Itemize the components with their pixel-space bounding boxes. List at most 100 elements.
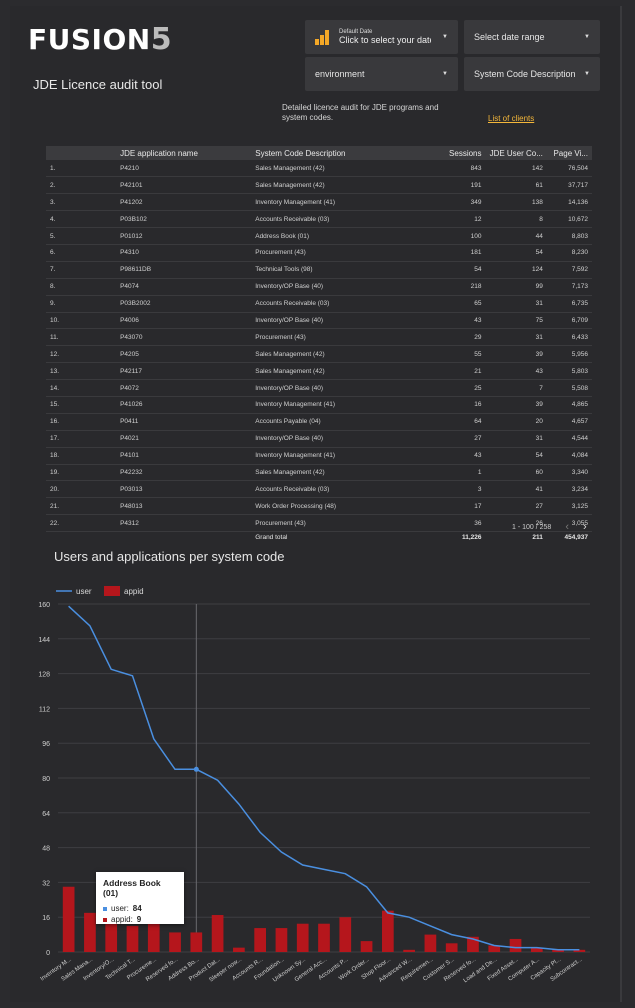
cell-sessions: 218 <box>411 278 486 296</box>
col-sessions[interactable]: Sessions <box>411 146 486 160</box>
table-row[interactable]: 20. P03013 Accounts Receivable (03) 3 41 3,23… <box>46 480 592 499</box>
legend-appid-swatch <box>104 586 120 596</box>
cell-row-index: 2. <box>46 176 117 195</box>
cell-page-views: 37,717 <box>546 176 592 195</box>
date-range-control[interactable]: Select date range ▼ <box>464 20 600 54</box>
table-row[interactable]: 11. P43070 Procurement (43) 29 31 6,433 <box>46 328 592 347</box>
cell-row-index: 16. <box>46 413 117 431</box>
environment-filter[interactable]: environment ▼ <box>305 57 458 91</box>
cell-user-count: 31 <box>485 328 547 347</box>
cell-system-code: Inventory Management (41) <box>251 396 412 414</box>
table-row[interactable]: 16. P0411 Accounts Payable (04) 64 20 4,657 <box>46 413 592 431</box>
col-index[interactable] <box>46 146 117 160</box>
system-code-filter[interactable]: System Code Description ▼ <box>464 57 600 91</box>
cell-app-name: P01012 <box>116 227 252 245</box>
y-tick-label: 32 <box>42 880 50 887</box>
cell-row-index: 9. <box>46 295 117 313</box>
cell-user-count: 27 <box>485 497 547 516</box>
total-users: 211 <box>532 534 543 542</box>
cell-app-name: P4101 <box>116 447 252 465</box>
cell-row-index: 5. <box>46 227 117 245</box>
y-tick-label: 112 <box>39 706 50 713</box>
cell-user-count: 142 <box>485 160 547 178</box>
table-row[interactable]: 7. P98611DB Technical Tools (98) 54 124 7,592 <box>46 261 592 279</box>
cell-system-code: Inventory/OP Base (40) <box>251 379 412 397</box>
appid-bar <box>211 915 224 952</box>
cell-sessions: 12 <box>411 210 486 229</box>
appid-swatch-icon <box>103 917 107 922</box>
cell-page-views: 76,504 <box>546 160 592 178</box>
appid-bar <box>403 949 415 952</box>
table-row[interactable]: 9. P03B2002 Accounts Receivable (03) 65 31 6,… <box>46 295 592 313</box>
table-row[interactable]: 10. P4006 Inventory/OP Base (40) 43 75 6,709 <box>46 312 592 330</box>
table-row[interactable]: 13. P42117 Sales Management (42) 21 43 5,803 <box>46 362 592 381</box>
table-row[interactable]: 6. P4310 Procurement (43) 181 54 8,230 <box>46 244 592 262</box>
cell-page-views: 5,508 <box>546 379 592 397</box>
cell-sessions: 25 <box>411 379 486 397</box>
appid-bar <box>318 923 330 952</box>
cell-app-name: P98611DB <box>116 261 252 279</box>
y-tick-label: 64 <box>42 811 50 818</box>
table-row[interactable]: 15. P41026 Inventory Management (41) 16 39 4,… <box>46 396 592 414</box>
appid-bar <box>84 912 96 952</box>
cell-sessions: 64 <box>411 413 486 431</box>
cell-system-code: Accounts Receivable (03) <box>251 210 412 229</box>
cell-page-views: 5,803 <box>546 362 592 381</box>
fusion5-logo: FUSION5 <box>28 22 173 57</box>
table-row[interactable]: 22. P4312 Procurement (43) 36 26 3,055 <box>46 514 592 533</box>
cell-sessions: 181 <box>411 244 486 262</box>
cell-row-index: 11. <box>46 328 117 347</box>
appid-bar <box>147 923 160 952</box>
table-row[interactable]: 14. P4072 Inventory/OP Base (40) 25 7 5,508 <box>46 379 592 397</box>
legend-user-label: user <box>76 587 92 596</box>
caret-down-icon: ▼ <box>584 71 590 77</box>
cell-app-name: P4312 <box>116 514 252 533</box>
table-row[interactable]: 1. P4210 Sales Management (42) 843 142 76,504 <box>46 160 592 178</box>
table-row[interactable]: 4. P03B102 Accounts Receivable (03) 12 8 10,6… <box>46 210 592 229</box>
table-row[interactable]: 12. P4205 Sales Management (42) 55 39 5,956 <box>46 345 592 364</box>
appid-bar <box>488 945 501 952</box>
cell-row-index: 17. <box>46 430 117 448</box>
list-of-clients-link[interactable]: List of clients <box>488 114 535 123</box>
col-app-name[interactable]: JDE application name <box>116 146 252 160</box>
user-swatch-icon <box>103 906 107 911</box>
table-row[interactable]: 8. P4074 Inventory/OP Base (40) 218 99 7,173 <box>46 278 592 296</box>
date-range-picker[interactable]: Default Date Click to select your date ▼ <box>305 20 458 54</box>
cell-user-count: 61 <box>485 176 547 195</box>
cell-user-count: 44 <box>485 227 547 245</box>
table-row[interactable]: 19. P42232 Sales Management (42) 1 60 3,340 <box>46 464 592 482</box>
tooltip-appid-row: appid: 9 <box>103 915 177 924</box>
cell-sessions: 191 <box>411 176 486 195</box>
cell-page-views: 3,055 <box>546 514 592 533</box>
cell-system-code: Sales Management (42) <box>251 464 412 482</box>
cell-system-code: Sales Management (42) <box>251 345 412 364</box>
table-row[interactable]: 21. P48013 Work Order Processing (48) 17 27 3… <box>46 497 592 516</box>
chevron-left-icon[interactable]: ‹ <box>565 521 569 533</box>
cell-app-name: P41026 <box>116 396 252 414</box>
caret-down-icon: ▼ <box>442 34 448 40</box>
appid-bar <box>381 910 394 952</box>
col-user-count[interactable]: JDE User Co... <box>485 146 547 160</box>
y-tick-label: 96 <box>42 741 50 748</box>
table-row[interactable]: 17. P4021 Inventory/OP Base (40) 27 31 4,544 <box>46 430 592 448</box>
table-row[interactable]: 2. P42101 Sales Management (42) 191 61 37,717 <box>46 176 592 195</box>
chevron-right-icon[interactable]: › <box>582 521 587 533</box>
cell-sessions: 43 <box>411 312 486 330</box>
cell-sessions: 27 <box>411 430 486 448</box>
cell-row-index: 6. <box>46 244 117 262</box>
cell-system-code: Sales Management (42) <box>251 362 412 381</box>
table-row[interactable]: 18. P4101 Inventory Management (41) 43 54 4,0… <box>46 447 592 465</box>
appid-bar <box>467 936 479 952</box>
table-row[interactable]: 5. P01012 Address Book (01) 100 44 8,803 <box>46 227 592 245</box>
grand-total-row: Grand total 11,226 211 454,937 <box>46 532 592 544</box>
col-system-code[interactable]: System Code Description <box>251 146 412 160</box>
cell-system-code: Procurement (43) <box>251 244 412 262</box>
col-page-views[interactable]: Page Vi... <box>546 146 592 160</box>
appid-bar <box>105 923 118 952</box>
cell-system-code: Inventory Management (41) <box>251 193 412 212</box>
cell-user-count: 99 <box>485 278 547 296</box>
cell-sessions: 29 <box>411 328 486 347</box>
table-row[interactable]: 3. P41202 Inventory Management (41) 349 138 1… <box>46 193 592 212</box>
system-code-filter-label: System Code Description <box>474 69 576 79</box>
